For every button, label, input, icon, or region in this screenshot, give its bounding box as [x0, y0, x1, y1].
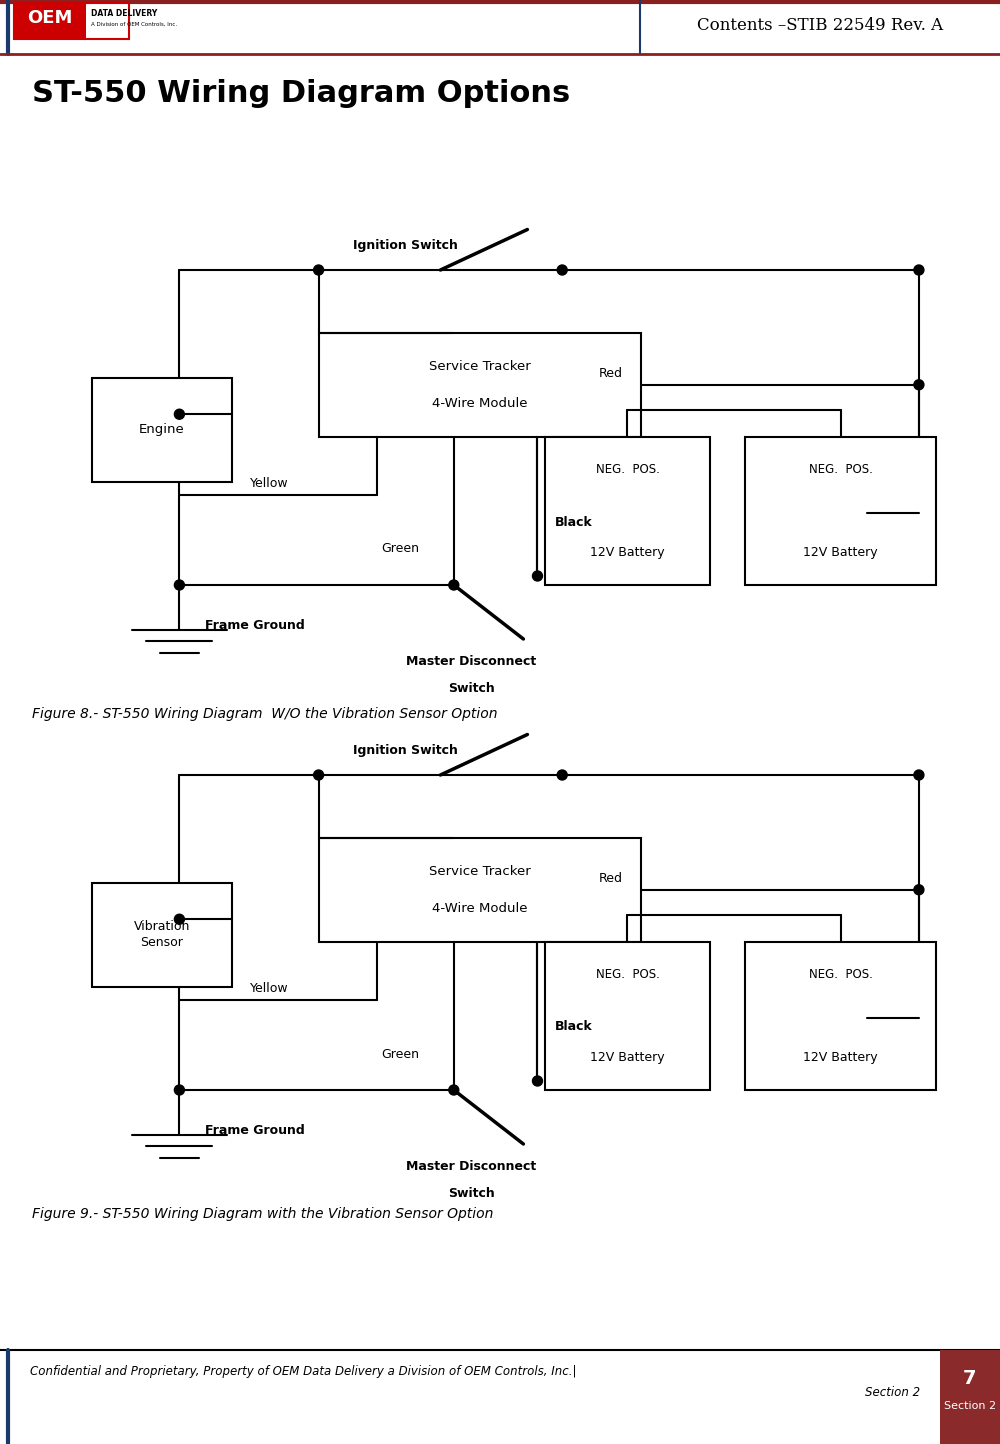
Text: Confidential and Proprietary, Property of OEM Data Delivery a Division of OEM Co: Confidential and Proprietary, Property o… [30, 1366, 576, 1379]
Text: NEG.  POS.: NEG. POS. [596, 967, 659, 980]
Text: A Division of OEM Controls, Inc.: A Division of OEM Controls, Inc. [91, 22, 177, 26]
Circle shape [314, 770, 324, 780]
Circle shape [557, 770, 567, 780]
Text: Black: Black [555, 1021, 593, 1034]
Bar [545, 941, 710, 1090]
Bar [92, 378, 232, 481]
Circle shape [914, 770, 924, 780]
Text: Yellow: Yellow [250, 982, 289, 995]
Text: Yellow: Yellow [250, 478, 289, 491]
Circle shape [174, 914, 184, 924]
Bar [545, 436, 710, 585]
Text: Ignition Switch: Ignition Switch [353, 238, 458, 251]
Text: Switch: Switch [448, 1187, 495, 1200]
Text: Frame Ground: Frame Ground [206, 619, 305, 632]
Circle shape [449, 1084, 459, 1095]
Text: NEG.  POS.: NEG. POS. [809, 967, 873, 980]
Text: NEG.  POS.: NEG. POS. [596, 462, 659, 475]
Text: Green: Green [381, 543, 419, 556]
Bar [14, 3, 129, 39]
Circle shape [174, 1084, 184, 1095]
Text: Master Disconnect: Master Disconnect [406, 1160, 536, 1173]
Circle shape [314, 266, 324, 274]
Text: Vibration: Vibration [134, 920, 190, 933]
Text: Figure 9.- ST-550 Wiring Diagram with the Vibration Sensor Option: Figure 9.- ST-550 Wiring Diagram with th… [32, 1207, 493, 1222]
Text: NEG.  POS.: NEG. POS. [809, 462, 873, 475]
Circle shape [914, 885, 924, 895]
Text: 4-Wire Module: 4-Wire Module [432, 902, 527, 915]
Circle shape [557, 266, 567, 274]
Circle shape [174, 580, 184, 591]
Text: Service Tracker: Service Tracker [429, 360, 530, 373]
Bar [745, 436, 936, 585]
Bar [745, 941, 936, 1090]
Bar [319, 334, 640, 436]
Text: 12V Battery: 12V Battery [590, 1051, 665, 1064]
Text: Black: Black [555, 516, 593, 529]
Circle shape [174, 409, 184, 419]
Text: Figure 8.- ST-550 Wiring Diagram  W/O the Vibration Sensor Option: Figure 8.- ST-550 Wiring Diagram W/O the… [32, 708, 498, 721]
Circle shape [449, 580, 459, 591]
Text: Engine: Engine [139, 423, 185, 436]
Text: ST-550 Wiring Diagram Options: ST-550 Wiring Diagram Options [32, 79, 570, 108]
Text: Ignition Switch: Ignition Switch [353, 744, 458, 757]
Text: OEM: OEM [27, 9, 73, 27]
Text: 12V Battery: 12V Battery [803, 1051, 878, 1064]
Bar [14, 3, 86, 39]
Text: Service Tracker: Service Tracker [429, 865, 530, 878]
Text: Master Disconnect: Master Disconnect [406, 656, 536, 669]
Text: Green: Green [381, 1047, 419, 1060]
Text: Switch: Switch [448, 682, 495, 695]
Circle shape [914, 380, 924, 390]
Text: Section 2: Section 2 [944, 1401, 996, 1411]
Text: 4-Wire Module: 4-Wire Module [432, 397, 527, 410]
Text: Contents –STIB 22549 Rev. A: Contents –STIB 22549 Rev. A [697, 17, 943, 35]
Text: Red: Red [599, 367, 623, 380]
Text: 7: 7 [963, 1369, 977, 1388]
Bar [940, 1350, 1000, 1444]
Text: Red: Red [599, 872, 623, 885]
Circle shape [914, 266, 924, 274]
Circle shape [532, 570, 542, 580]
Text: Frame Ground: Frame Ground [206, 1123, 305, 1136]
Text: 12V Battery: 12V Battery [803, 546, 878, 559]
Text: 12V Battery: 12V Battery [590, 546, 665, 559]
Circle shape [532, 1076, 542, 1086]
Bar [319, 838, 640, 941]
Bar [92, 882, 232, 986]
Text: DATA DELIVERY: DATA DELIVERY [91, 10, 157, 19]
Text: Section 2: Section 2 [865, 1385, 920, 1398]
Text: Sensor: Sensor [141, 936, 183, 949]
